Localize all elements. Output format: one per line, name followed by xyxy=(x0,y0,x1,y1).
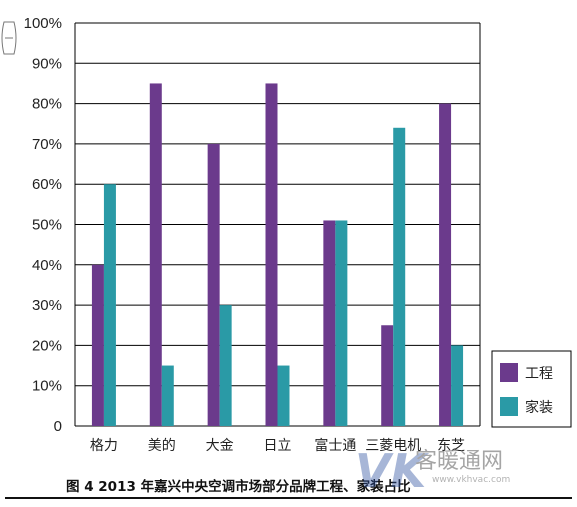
bar-jiazhuang-2 xyxy=(219,305,232,426)
x-category-label-5: 三菱电机 xyxy=(365,438,421,454)
bar-gongcheng-0 xyxy=(91,264,104,426)
bar-gongcheng-2 xyxy=(207,143,220,426)
y-tick-label-9: 90% xyxy=(32,55,62,72)
y-tick-label-7: 70% xyxy=(32,136,62,153)
bar-gongcheng-1 xyxy=(149,83,162,426)
x-axis-categories: 格力 美的 大金 日立 富士通 三菱电机 东芝 xyxy=(90,437,465,454)
bar-jiazhuang-3 xyxy=(277,365,290,426)
x-category-label-1: 美的 xyxy=(148,438,176,454)
bars xyxy=(91,83,464,426)
bar-gongcheng-5 xyxy=(381,325,394,426)
x-category-label-3: 日立 xyxy=(264,438,292,454)
figure-caption: 图 4 2013 年嘉兴中央空调市场部分品牌工程、家装占比 xyxy=(66,478,411,495)
y-tick-label-2: 20% xyxy=(32,337,62,354)
corner-badge-icon xyxy=(1,21,17,55)
bar-jiazhuang-5 xyxy=(393,127,406,426)
bar-gongcheng-4 xyxy=(323,220,336,426)
x-category-label-4: 富士通 xyxy=(314,437,356,454)
bar-jiazhuang-4 xyxy=(335,220,348,426)
watermark-url: www.vkhvac.com xyxy=(432,475,510,485)
watermark-text: 客暖通网 xyxy=(415,449,503,474)
bar-jiazhuang-1 xyxy=(161,365,174,426)
y-tick-label-3: 30% xyxy=(32,297,62,314)
y-tick-label-8: 80% xyxy=(32,96,62,113)
bar-gongcheng-6 xyxy=(439,103,452,426)
x-category-label-6: 东芝 xyxy=(437,438,465,454)
legend-swatch-gongcheng xyxy=(500,363,518,382)
bar-jiazhuang-6 xyxy=(451,345,464,426)
legend-label-gongcheng: 工程 xyxy=(525,366,553,382)
bar-gongcheng-3 xyxy=(265,83,278,426)
y-tick-label-0: 0 xyxy=(54,418,62,435)
y-axis-ticks: 0 10% 20% 30% 40% 50% 60% 70% 80% 90% 100% xyxy=(24,15,62,435)
y-tick-label-4: 40% xyxy=(32,257,62,274)
y-tick-label-10: 100% xyxy=(24,15,62,32)
y-tick-label-5: 50% xyxy=(32,217,62,234)
legend-label-jiazhuang: 家装 xyxy=(525,399,553,416)
watermark: VK 客暖通网 www.vkhvac.com xyxy=(355,444,510,498)
bar-jiazhuang-0 xyxy=(103,184,116,426)
y-tick-label-1: 10% xyxy=(32,378,62,395)
x-category-label-2: 大金 xyxy=(206,438,234,454)
legend: 工程 家装 xyxy=(491,350,572,428)
x-category-label-0: 格力 xyxy=(90,438,118,454)
watermark-logo: VK xyxy=(355,444,430,498)
legend-swatch-jiazhuang xyxy=(500,397,518,416)
y-tick-label-6: 60% xyxy=(32,176,62,193)
